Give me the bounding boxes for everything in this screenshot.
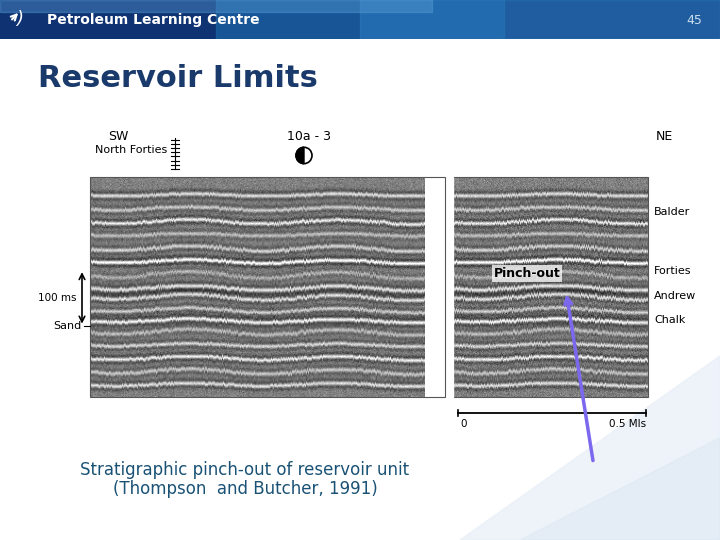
Text: North Forties: North Forties <box>95 145 167 156</box>
Text: Andrew: Andrew <box>654 291 696 301</box>
Bar <box>360 0 720 39</box>
Text: Petroleum Learning Centre: Petroleum Learning Centre <box>47 13 259 27</box>
Text: Pinch-out: Pinch-out <box>494 267 560 280</box>
Polygon shape <box>460 356 720 540</box>
Bar <box>216 0 504 39</box>
Text: (Thompson  and Butcher, 1991): (Thompson and Butcher, 1991) <box>112 480 377 498</box>
Text: NE: NE <box>656 130 673 143</box>
Text: 45: 45 <box>686 14 702 26</box>
Text: Stratigraphic pinch-out of reservoir unit: Stratigraphic pinch-out of reservoir uni… <box>81 462 410 480</box>
Text: Balder: Balder <box>654 207 690 217</box>
Wedge shape <box>296 147 304 164</box>
Text: Forties: Forties <box>654 267 691 276</box>
Bar <box>447 177 453 397</box>
Text: 0: 0 <box>460 420 467 429</box>
Bar <box>90 177 445 397</box>
Text: Sand: Sand <box>54 321 82 332</box>
Text: 100 ms: 100 ms <box>38 293 77 303</box>
Text: 0.5 Mls: 0.5 Mls <box>609 420 646 429</box>
Text: SW: SW <box>108 130 128 143</box>
Bar <box>0 0 432 12</box>
Text: ): ) <box>16 10 23 28</box>
Bar <box>453 177 648 397</box>
Text: Reservoir Limits: Reservoir Limits <box>38 64 318 93</box>
Text: Chalk: Chalk <box>654 315 685 325</box>
Text: 10a - 3: 10a - 3 <box>287 130 331 143</box>
Polygon shape <box>520 438 720 540</box>
